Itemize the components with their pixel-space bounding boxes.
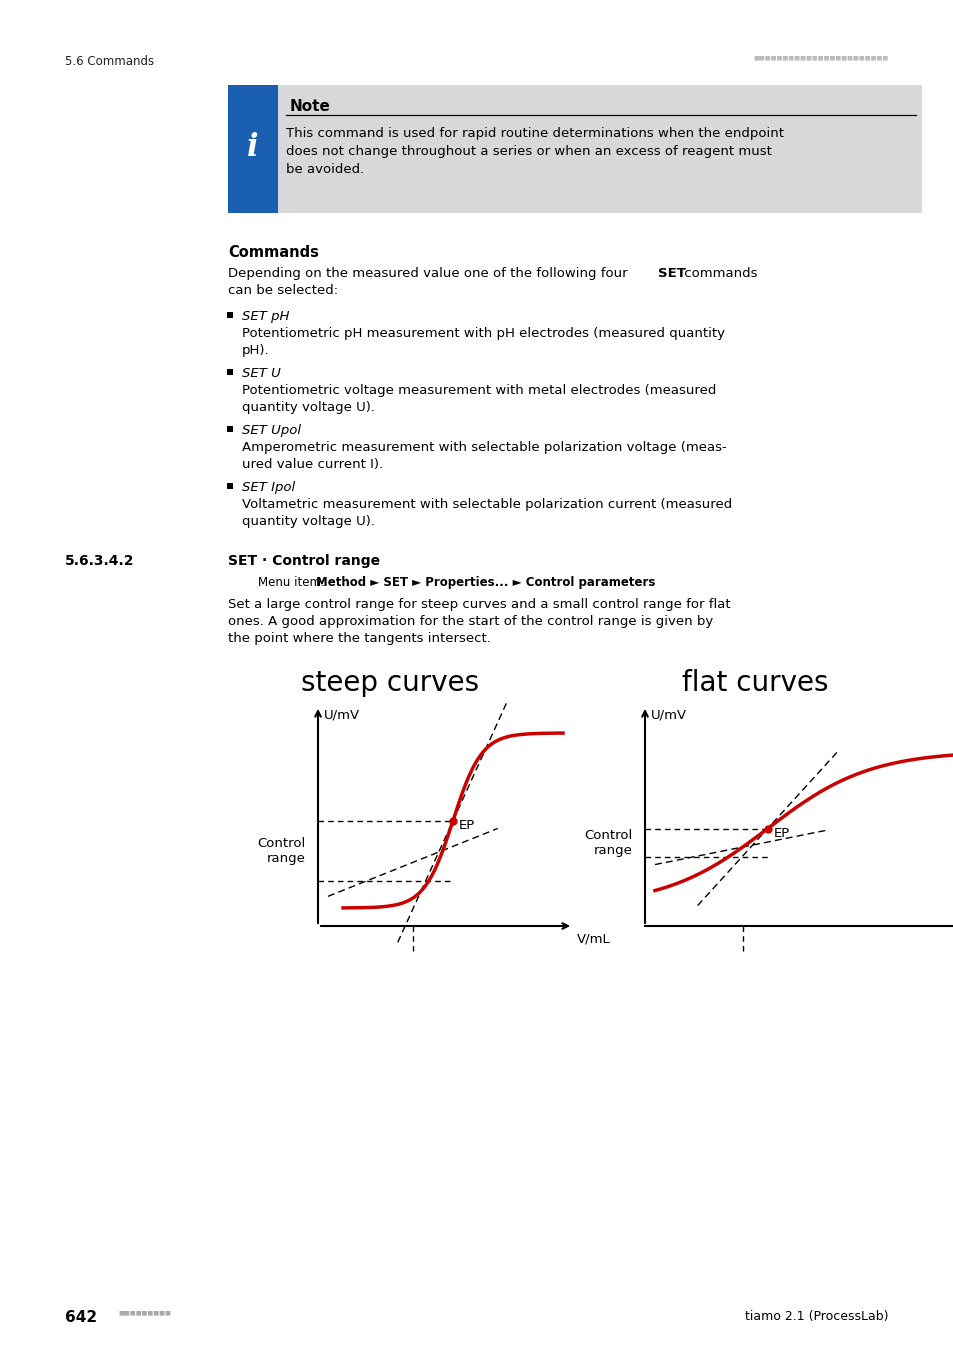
Text: quantity voltage U).: quantity voltage U). xyxy=(242,514,375,528)
Text: Voltametric measurement with selectable polarization current (measured: Voltametric measurement with selectable … xyxy=(242,498,732,512)
Text: Set a large control range for steep curves and a small control range for flat: Set a large control range for steep curv… xyxy=(228,598,730,612)
Text: SET Ipol: SET Ipol xyxy=(242,481,294,494)
Text: U/mV: U/mV xyxy=(324,707,359,721)
Text: SET: SET xyxy=(658,267,685,279)
Text: pH).: pH). xyxy=(242,344,270,356)
Bar xyxy=(227,312,233,319)
Text: Potentiometric voltage measurement with metal electrodes (measured: Potentiometric voltage measurement with … xyxy=(242,383,716,397)
Text: i: i xyxy=(247,131,258,162)
Text: be avoided.: be avoided. xyxy=(286,163,364,176)
Text: EP: EP xyxy=(773,826,789,840)
Bar xyxy=(227,483,233,489)
Text: Depending on the measured value one of the following four: Depending on the measured value one of t… xyxy=(228,267,631,279)
Text: 5.6 Commands: 5.6 Commands xyxy=(65,55,154,68)
Text: EP: EP xyxy=(458,819,475,833)
Text: Control
range: Control range xyxy=(257,837,306,865)
Text: U/mV: U/mV xyxy=(650,707,686,721)
Text: tiamo 2.1 (ProcessLab): tiamo 2.1 (ProcessLab) xyxy=(744,1310,888,1323)
Bar xyxy=(228,85,921,213)
Text: Amperometric measurement with selectable polarization voltage (meas-: Amperometric measurement with selectable… xyxy=(242,441,726,454)
Bar xyxy=(228,85,277,213)
Text: steep curves: steep curves xyxy=(300,670,478,697)
Text: Note: Note xyxy=(290,99,331,113)
Text: SET · Control range: SET · Control range xyxy=(228,554,379,568)
Text: ured value current I).: ured value current I). xyxy=(242,458,383,471)
Text: Method ► SET ► Properties... ► Control parameters: Method ► SET ► Properties... ► Control p… xyxy=(315,576,655,589)
Text: SET Upol: SET Upol xyxy=(242,424,301,437)
Text: Commands: Commands xyxy=(228,244,318,261)
Text: Control
range: Control range xyxy=(584,829,633,856)
Text: the point where the tangents intersect.: the point where the tangents intersect. xyxy=(228,632,491,645)
Bar xyxy=(227,427,233,432)
Text: This command is used for rapid routine determinations when the endpoint: This command is used for rapid routine d… xyxy=(286,127,783,140)
Text: ■■■■■■■■■■■■■■■■■■■■■■■: ■■■■■■■■■■■■■■■■■■■■■■■ xyxy=(753,55,888,59)
Text: ■■■■■■■■■: ■■■■■■■■■ xyxy=(118,1310,171,1315)
Text: ones. A good approximation for the start of the control range is given by: ones. A good approximation for the start… xyxy=(228,616,713,628)
Text: flat curves: flat curves xyxy=(681,670,827,697)
Text: does not change throughout a series or when an excess of reagent must: does not change throughout a series or w… xyxy=(286,144,771,158)
Text: commands: commands xyxy=(679,267,757,279)
Text: 5.6.3.4.2: 5.6.3.4.2 xyxy=(65,554,134,568)
Text: can be selected:: can be selected: xyxy=(228,284,337,297)
Text: Menu item:: Menu item: xyxy=(257,576,329,589)
Text: SET U: SET U xyxy=(242,367,280,379)
Text: 642: 642 xyxy=(65,1310,97,1324)
Text: quantity voltage U).: quantity voltage U). xyxy=(242,401,375,414)
Bar xyxy=(227,369,233,375)
Text: V/mL: V/mL xyxy=(577,931,610,945)
Text: SET pH: SET pH xyxy=(242,310,289,323)
Text: Potentiometric pH measurement with pH electrodes (measured quantity: Potentiometric pH measurement with pH el… xyxy=(242,327,724,340)
